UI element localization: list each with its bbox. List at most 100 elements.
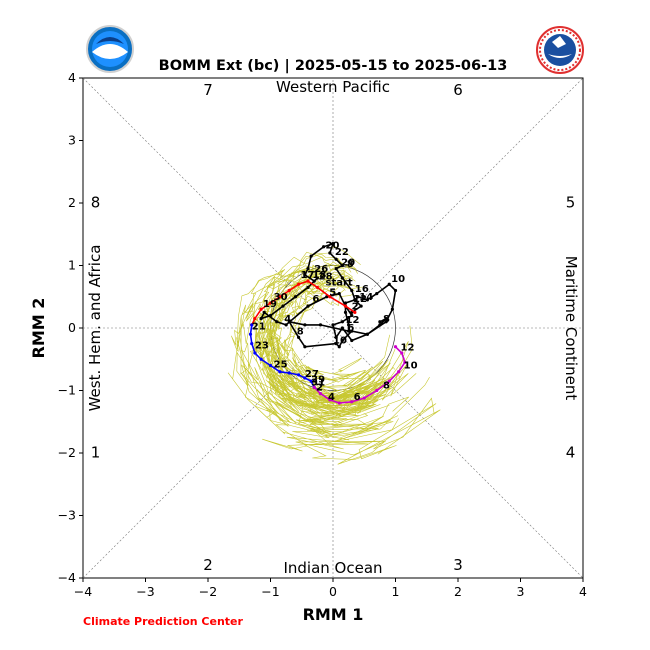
observed-day-label: 8	[347, 259, 354, 270]
forecast-red-point	[253, 317, 257, 321]
forecast-blue-point	[297, 373, 301, 377]
observed-day-label: 30	[274, 292, 288, 303]
observed-point	[347, 323, 351, 327]
y-tick-label: 2	[68, 195, 76, 210]
forecast-magenta-point	[350, 400, 354, 404]
observed-point	[334, 267, 338, 271]
forecast-red-point	[343, 304, 348, 308]
observed-point	[350, 288, 354, 293]
observed-point	[365, 298, 369, 302]
forecast-red-line	[251, 280, 356, 326]
observed-day-label: 2	[352, 301, 359, 312]
observed-day-label: 4	[284, 314, 291, 325]
observed-point	[378, 320, 382, 324]
observed-point	[303, 345, 307, 349]
forecast-magenta-point	[337, 401, 341, 405]
forecast-red-point	[315, 285, 319, 289]
forecast-blue-point	[259, 357, 263, 361]
observed-point	[340, 326, 344, 330]
observed-point	[350, 313, 354, 318]
forecast-blue-point	[309, 379, 313, 383]
observed-point	[306, 267, 310, 271]
forecast-magenta-point	[312, 385, 316, 389]
forecast-magenta-line	[313, 346, 406, 404]
forecast-magenta-day-label: 6	[354, 392, 361, 403]
observed-point	[343, 310, 348, 314]
ensemble-member-line	[258, 269, 396, 424]
y-tick-label: −4	[58, 570, 76, 585]
forecast-blue-day-label: 25	[274, 359, 288, 370]
observed-point	[293, 295, 298, 299]
region-label: Western Pacific	[276, 78, 390, 96]
x-tick-label: 3	[517, 584, 525, 599]
observed-point	[322, 245, 326, 249]
forecast-red-day-label: 17	[301, 270, 315, 281]
forecast-red-point	[328, 295, 332, 299]
forecast-blue-day-label: 29	[311, 374, 325, 385]
observed-day-label: 5	[329, 288, 336, 299]
nws-logo	[536, 26, 584, 74]
region-label: Indian Ocean	[283, 559, 382, 577]
observed-point	[315, 276, 319, 280]
forecast-blue-day-label: 27	[305, 369, 319, 380]
observed-point	[328, 251, 332, 255]
observed-day-label: 16	[355, 284, 369, 295]
ensemble-member-line	[260, 263, 390, 427]
forecast-blue-point	[248, 332, 253, 336]
observed-day-label: 12	[353, 294, 367, 305]
observed-point	[365, 332, 369, 336]
observed-point	[262, 310, 266, 314]
observed-point	[350, 329, 354, 333]
observed-point	[337, 345, 341, 349]
ensemble-member-line	[240, 264, 409, 437]
x-tick-label: −1	[261, 584, 279, 599]
forecast-magenta-point	[387, 379, 391, 383]
forecast-red-point	[268, 301, 273, 305]
forecast-red-day-label: 21	[252, 321, 266, 332]
x-tick-label: 0	[329, 584, 337, 599]
observed-point	[378, 323, 382, 327]
forecast-magenta-point	[403, 360, 407, 364]
observed-point	[297, 335, 301, 339]
forecast-blue-day-label: 23	[255, 341, 269, 352]
observed-point	[306, 285, 310, 289]
forecast-magenta-day-label: 12	[401, 343, 415, 354]
observed-point	[331, 242, 335, 246]
noaa-logo	[86, 25, 134, 73]
observed-point	[340, 263, 344, 268]
observed-point	[303, 273, 307, 277]
x-axis-label: RMM 1	[303, 605, 364, 624]
rmm-trajectories	[248, 242, 407, 405]
forecast-magenta-point	[400, 351, 404, 355]
forecast-magenta-day-label: 10	[404, 361, 418, 372]
ensemble-member-line	[267, 264, 384, 403]
forecast-magenta-point	[328, 398, 332, 402]
observed-point	[287, 320, 291, 324]
forecast-red-point	[287, 288, 291, 293]
forecast-magenta-day-label: 4	[328, 392, 335, 403]
observed-point	[284, 323, 288, 327]
observed-point	[353, 298, 357, 302]
observed-point	[281, 304, 285, 308]
y-tick-label: 4	[68, 70, 76, 85]
observed-point	[334, 257, 338, 261]
observed-point	[309, 254, 313, 258]
observed-point	[359, 304, 363, 308]
ensemble-member-line	[227, 265, 437, 460]
observed-day-label: 22	[335, 247, 349, 258]
y-tick-label: 0	[68, 320, 76, 335]
observed-point	[318, 323, 323, 327]
phase-number: 5	[566, 194, 576, 212]
forecast-magenta-point	[362, 396, 366, 400]
phase-number: 1	[91, 444, 101, 462]
y-tick-label: −3	[58, 508, 76, 523]
forecast-red-day-label: 18	[312, 270, 326, 281]
forecast-magenta-point	[375, 388, 379, 393]
observed-point	[390, 307, 394, 311]
observed-point	[347, 329, 351, 333]
observed-point	[334, 342, 338, 346]
observed-point	[343, 301, 348, 305]
